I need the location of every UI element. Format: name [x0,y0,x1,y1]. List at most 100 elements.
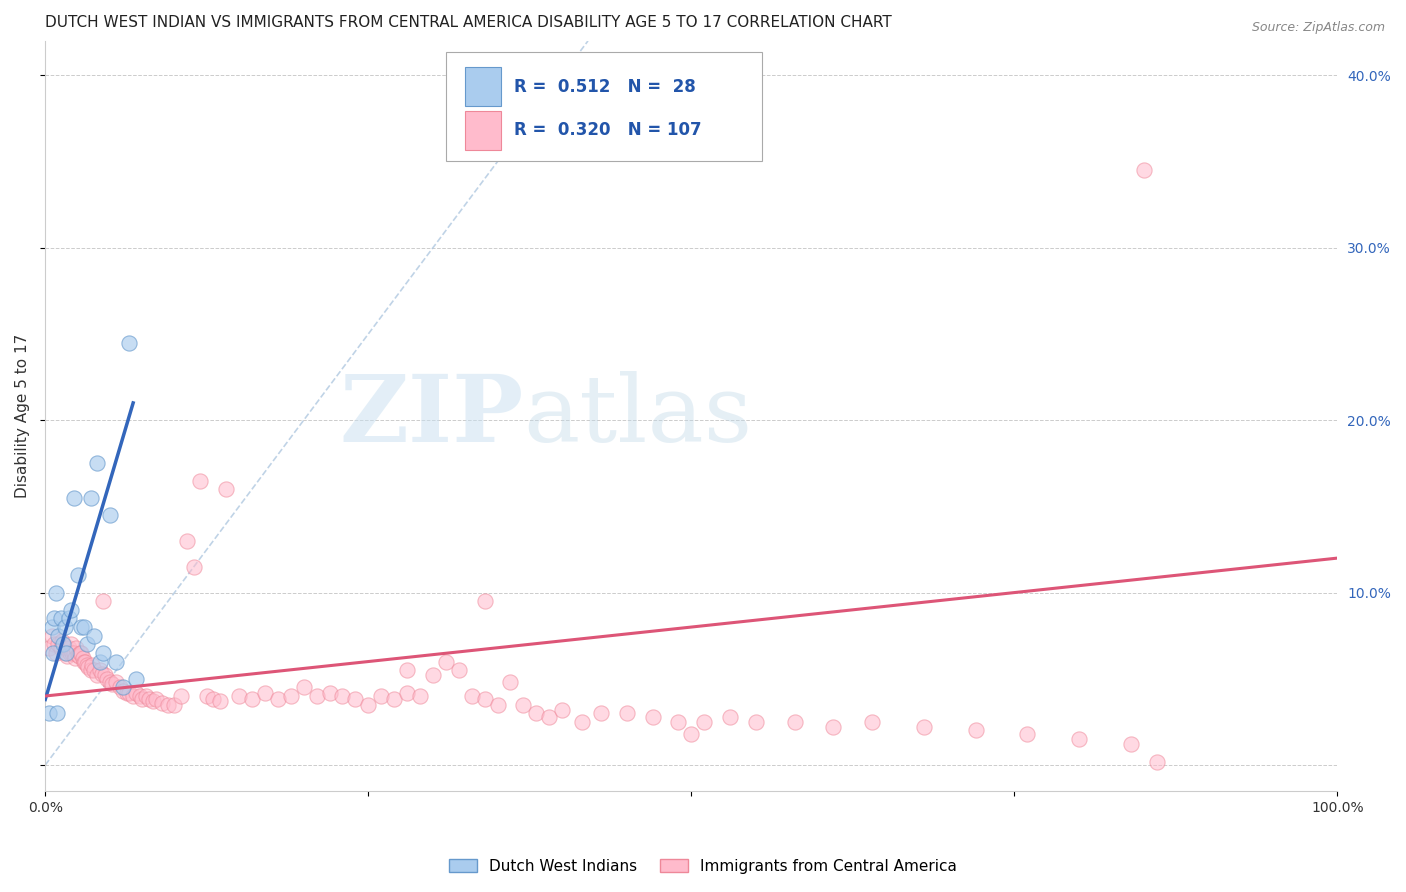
Point [1119,737,1142,751]
Text: R =  0.320   N = 107: R = 0.320 N = 107 [515,121,702,139]
Point [51,633,73,648]
Point [215,482,238,496]
Point [131,692,153,706]
Point [66,648,89,662]
Point [202,692,225,706]
Point [460,689,482,703]
Point [396,663,419,677]
Legend: Dutch West Indians, Immigrants from Central America: Dutch West Indians, Immigrants from Cent… [443,853,963,880]
Point [63,651,86,665]
Point [474,594,496,608]
Point [163,698,186,712]
Point [332,689,354,703]
Point [145,692,167,706]
Point [76,657,98,672]
Point [745,714,768,729]
Point [76,637,98,651]
Point [55,640,77,655]
Point [60,637,83,651]
Point [170,689,193,703]
Point [253,685,276,699]
Point [1132,163,1154,178]
Point [70,646,93,660]
Bar [465,111,502,150]
Point [49,640,72,655]
Point [83,663,105,677]
Point [267,692,290,706]
Point [45,646,67,660]
Point [150,696,173,710]
Point [823,720,845,734]
Point [357,698,380,712]
Point [80,657,103,672]
Point [101,677,124,691]
Point [111,683,134,698]
Point [474,692,496,706]
Point [228,689,250,703]
Point [110,681,132,695]
Point [45,706,67,721]
Point [344,692,367,706]
Point [512,698,534,712]
Point [176,533,198,548]
Point [86,668,108,682]
Point [668,714,690,729]
Point [111,681,134,695]
Point [98,675,121,690]
Point [551,703,574,717]
Point [370,689,392,703]
Point [38,640,60,655]
Point [718,709,741,723]
Point [1067,732,1090,747]
Point [46,637,69,651]
Point [44,611,66,625]
Point [44,637,66,651]
Point [93,646,115,660]
Point [53,620,76,634]
Point [135,689,157,703]
Point [538,709,561,723]
Point [66,568,89,582]
Point [486,698,509,712]
Point [60,603,83,617]
Point [118,335,141,350]
Point [141,694,163,708]
Point [105,655,128,669]
Point [62,491,84,505]
Point [58,611,80,625]
Y-axis label: Disability Age 5 to 17: Disability Age 5 to 17 [15,334,30,498]
Point [125,672,148,686]
Point [41,620,63,634]
Point [860,714,883,729]
Point [382,692,405,706]
Point [318,685,340,699]
Point [1017,727,1039,741]
Point [641,709,664,723]
Point [73,620,96,634]
Point [49,611,72,625]
Point [93,594,115,608]
Point [195,689,218,703]
Text: R =  0.512   N =  28: R = 0.512 N = 28 [515,78,696,95]
Point [912,720,935,734]
Point [183,559,205,574]
Point [55,646,77,660]
Point [96,672,118,686]
Point [62,646,84,660]
Point [128,689,150,703]
Point [589,706,612,721]
Point [79,663,101,677]
Point [83,629,105,643]
Point [69,646,91,660]
Point [524,706,547,721]
Point [783,714,806,729]
Point [1146,755,1168,769]
Point [292,681,315,695]
Point [59,646,82,660]
Point [89,655,111,669]
Point [93,668,115,682]
Point [72,651,94,665]
FancyBboxPatch shape [446,52,762,161]
Point [91,666,114,681]
Point [122,689,145,703]
